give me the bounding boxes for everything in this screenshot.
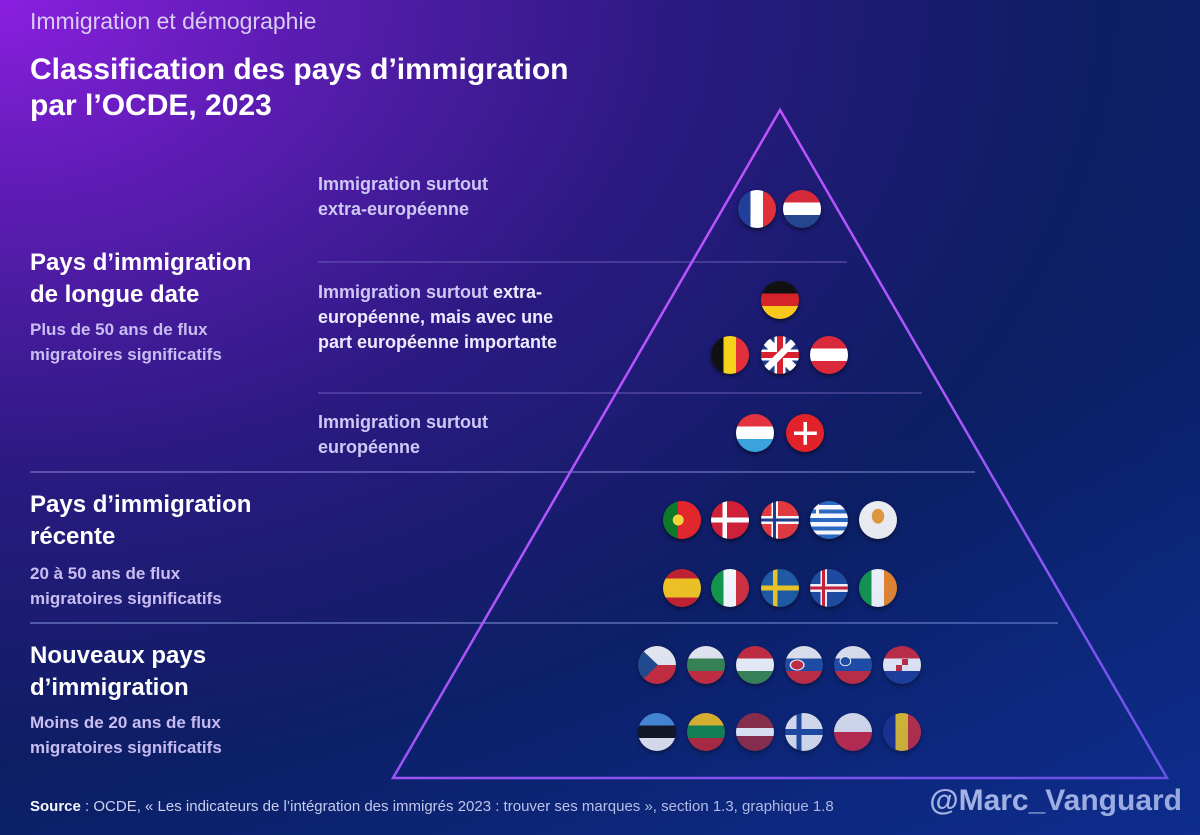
- flag-bg-icon: [687, 646, 725, 684]
- source-note: Source : OCDE, « Les indicateurs de l’in…: [30, 798, 834, 815]
- subgroup-line: Immigration surtout extra-: [318, 280, 557, 305]
- category-recent: Pays d’immigration récente 20 à 50 ans d…: [30, 489, 251, 611]
- category-new: Nouveaux pays d’immigration Moins de 20 …: [30, 640, 222, 760]
- source-text: : OCDE, « Les indicateurs de l’intégrati…: [80, 798, 834, 815]
- flag-nl-icon: [783, 190, 821, 228]
- flag-be-icon: [711, 336, 749, 374]
- flag-fi-icon: [785, 713, 823, 751]
- category-subtitle: migratoires significatifs: [30, 589, 222, 608]
- category-title: Pays d’immigration: [30, 491, 252, 518]
- flag-hu-icon: [736, 646, 774, 684]
- category-title: de longue date: [30, 281, 200, 308]
- flag-uk-icon: [761, 336, 799, 374]
- subgroup-line: part européenne importante: [318, 332, 558, 352]
- flag-ee-icon: [638, 713, 676, 751]
- subgroup-line: européenne: [318, 437, 421, 457]
- category-subtitle: 20 à 50 ans de flux: [30, 564, 181, 583]
- flag-lu-icon: [736, 414, 774, 452]
- category-subtitle: migratoires significatifs: [30, 738, 222, 757]
- author-handle: @Marc_Vanguard: [929, 784, 1182, 817]
- flag-cz-icon: [638, 646, 676, 684]
- category-title: d’immigration: [30, 674, 189, 701]
- category-title: Pays d’immigration: [30, 249, 252, 276]
- subgroup-european: Immigration surtout européenne: [318, 410, 488, 460]
- subgroup-extra-european: Immigration surtout extra-européenne: [318, 172, 488, 222]
- subgroup-mixed: Immigration surtout extra- européenne, m…: [318, 280, 557, 355]
- flag-pt-icon: [663, 501, 701, 539]
- pyramid-outline: [390, 107, 1170, 780]
- flag-lt-icon: [687, 713, 725, 751]
- category-subtitle: Moins de 20 ans de flux: [30, 713, 221, 732]
- category-title: Nouveaux pays: [30, 642, 207, 669]
- source-label: Source: [30, 798, 81, 815]
- flag-es-icon: [663, 569, 701, 607]
- flag-at-icon: [810, 336, 848, 374]
- flag-fr-icon: [738, 190, 776, 228]
- flag-ch-icon: [786, 414, 824, 452]
- flag-lv-icon: [736, 713, 774, 751]
- flag-ro-icon: [883, 713, 921, 751]
- flag-it-icon: [711, 569, 749, 607]
- flag-ie-icon: [859, 569, 897, 607]
- flag-is-icon: [810, 569, 848, 607]
- subgroup-line: Immigration surtout: [318, 174, 488, 194]
- page-title: Classification des pays d’immigration pa…: [30, 52, 568, 124]
- flag-de-icon: [761, 281, 799, 319]
- flag-hr-icon: [883, 646, 921, 684]
- category-subtitle: migratoires significatifs: [30, 345, 222, 364]
- subgroup-text: extra-: [493, 282, 543, 302]
- title-line-2: par l’OCDE, 2023: [30, 89, 272, 122]
- category-subtitle: Plus de 50 ans de flux: [30, 320, 208, 339]
- kicker: Immigration et démographie: [30, 8, 317, 34]
- flag-dk-icon: [711, 501, 749, 539]
- title-line-1: Classification des pays d’immigration: [30, 53, 569, 86]
- flag-gr-icon: [810, 501, 848, 539]
- subgroup-text: Immigration surtout: [318, 282, 493, 302]
- subgroup-line: européenne, mais avec une: [318, 307, 554, 327]
- subgroup-line: extra-européenne: [318, 199, 470, 219]
- subgroup-line: Immigration surtout: [318, 412, 488, 432]
- flag-pl-icon: [834, 713, 872, 751]
- flag-cy-icon: [859, 501, 897, 539]
- flag-si-icon: [834, 646, 872, 684]
- category-title: récente: [30, 523, 116, 550]
- flag-no-icon: [761, 501, 799, 539]
- flag-se-icon: [761, 569, 799, 607]
- flag-sk-icon: [785, 646, 823, 684]
- category-long-standing: Pays d’immigration de longue date Plus d…: [30, 247, 251, 367]
